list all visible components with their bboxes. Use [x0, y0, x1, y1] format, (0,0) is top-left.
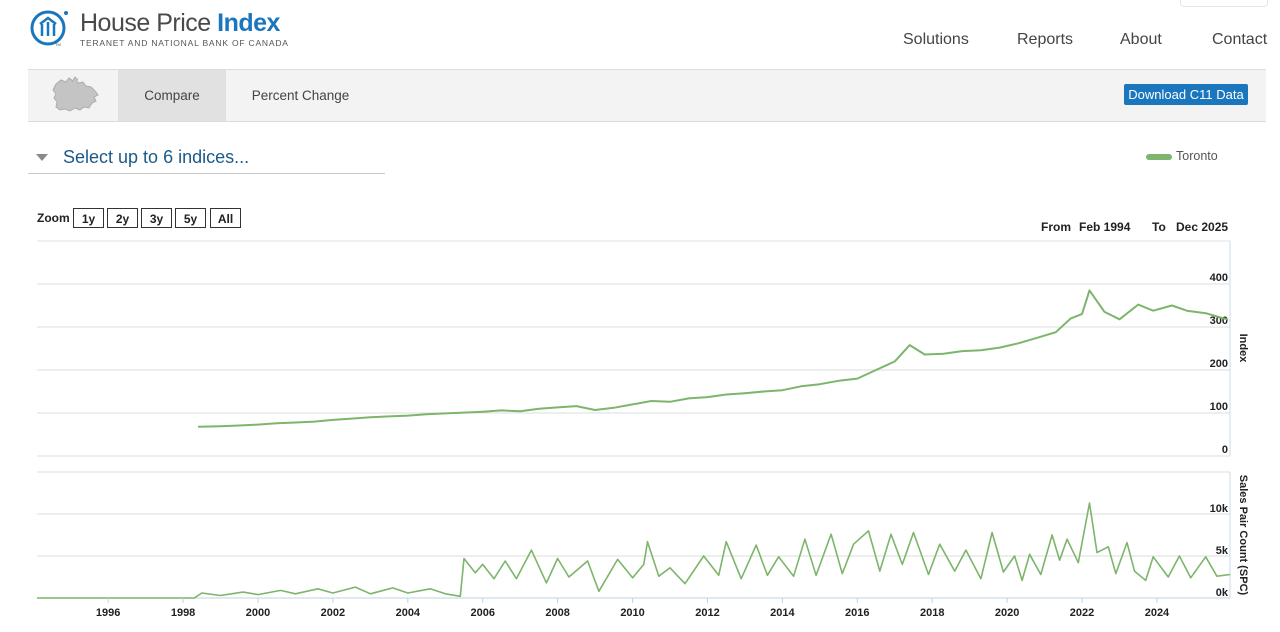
- x-tick-label: 2024: [1145, 607, 1170, 619]
- zoom-1y-button[interactable]: 1y: [73, 208, 104, 228]
- x-tick-label: 2004: [396, 607, 421, 619]
- index-axis-title: Index: [1237, 334, 1249, 364]
- index-tick-label: 0: [1222, 444, 1228, 456]
- nav-contact[interactable]: Contact: [1212, 31, 1268, 48]
- download-data-button[interactable]: Download C11 Data: [1124, 84, 1248, 105]
- x-tick-label: 2000: [246, 607, 270, 619]
- spc-tick-label: 0k: [1216, 587, 1229, 599]
- x-tick-label: 1998: [171, 607, 195, 619]
- x-tick-label: 2020: [995, 607, 1019, 619]
- x-tick-label: 2010: [620, 607, 644, 619]
- logo-tm: TM: [55, 42, 61, 47]
- logo-title-accent: Index: [217, 9, 280, 37]
- x-tick-label: 2002: [321, 607, 345, 619]
- spc-tick-label: 10k: [1210, 503, 1229, 515]
- index-selector-placeholder: Select up to 6 indices...: [63, 147, 250, 167]
- zoom-3y-button[interactable]: 3y: [141, 208, 172, 228]
- x-tick-label: 2008: [545, 607, 569, 619]
- top-nav: Solutions Reports About Contact: [0, 31, 1280, 51]
- index-tick-label: 100: [1210, 401, 1228, 413]
- canada-map-icon: [52, 76, 99, 112]
- house-logo-icon[interactable]: TM: [29, 7, 69, 47]
- index-tick-label: 200: [1210, 358, 1228, 370]
- x-tick-label: 2016: [845, 607, 869, 619]
- index-selector-dropdown[interactable]: Select up to 6 indices...: [28, 140, 385, 174]
- zoom-5y-button[interactable]: 5y: [175, 208, 206, 228]
- x-tick-label: 2012: [695, 607, 719, 619]
- zoom-label: Zoom: [37, 211, 70, 225]
- logo-title-main: House Price: [80, 9, 218, 37]
- x-tick-label: 2018: [920, 607, 944, 619]
- header: TM House Price Index TERANET AND NATIONA…: [0, 0, 1280, 68]
- logo-title[interactable]: House Price Index: [80, 9, 280, 38]
- range-from-label: From: [1041, 220, 1071, 234]
- nav-about[interactable]: About: [1120, 31, 1162, 48]
- spc-tick-label: 5k: [1216, 545, 1229, 557]
- toolbar: Compare Percent Change Download C11 Data: [28, 69, 1266, 122]
- top-corner-tab: [1180, 0, 1268, 7]
- tab-percent-change[interactable]: Percent Change: [251, 88, 350, 103]
- range-to-label: To: [1152, 220, 1166, 234]
- index-series-line-toronto: [198, 289, 1229, 428]
- x-tick-label: 2014: [770, 607, 795, 619]
- zoom-all-button[interactable]: All: [210, 208, 241, 228]
- spc-axis-title: Sales Pair Count (SPC): [1237, 475, 1249, 596]
- zoom-2y-button[interactable]: 2y: [107, 208, 138, 228]
- range-from-value[interactable]: Feb 1994: [1079, 220, 1131, 234]
- legend-label: Toronto: [1176, 149, 1218, 163]
- nav-solutions[interactable]: Solutions: [903, 31, 969, 48]
- x-tick-label: 1996: [96, 607, 120, 619]
- tab-compare[interactable]: Compare: [118, 70, 226, 121]
- index-tick-label: 400: [1210, 272, 1228, 284]
- nav-reports[interactable]: Reports: [1017, 31, 1074, 48]
- spc-series-line-toronto: [37, 502, 1231, 599]
- legend-swatch: [1146, 154, 1172, 160]
- logo-subtitle: TERANET AND NATIONAL BANK OF CANADA: [80, 38, 289, 48]
- x-tick-label: 2006: [470, 607, 494, 619]
- x-tick-label: 2022: [1070, 607, 1094, 619]
- dropdown-caret-icon: [36, 154, 48, 161]
- canada-map-button[interactable]: [28, 70, 118, 121]
- range-to-value[interactable]: Dec 2025: [1176, 220, 1229, 234]
